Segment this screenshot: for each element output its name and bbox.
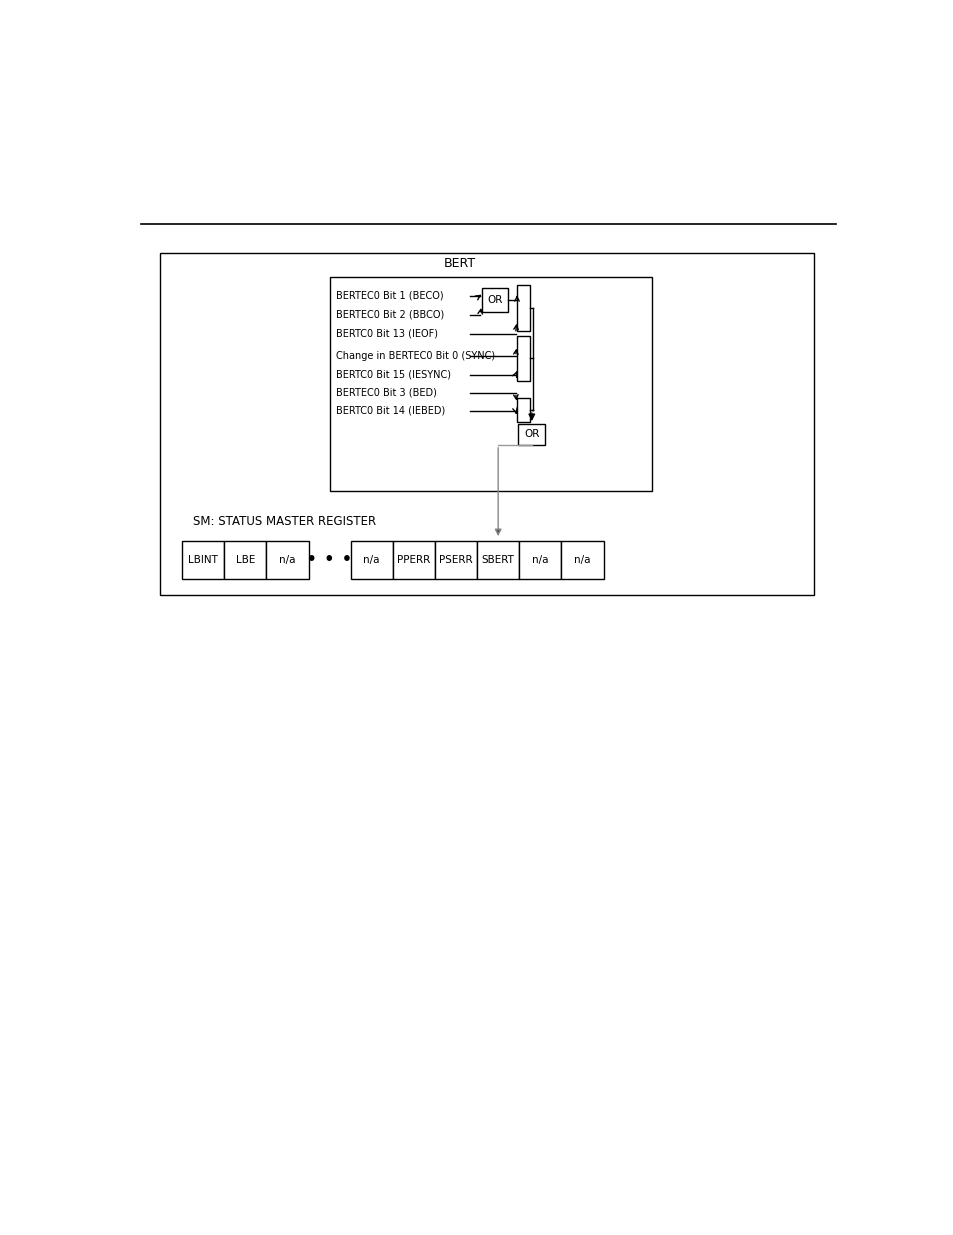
Bar bbox=[476, 541, 518, 579]
Text: BERTEC0 Bit 2 (BBCO): BERTEC0 Bit 2 (BBCO) bbox=[335, 310, 444, 320]
Text: PSERR: PSERR bbox=[438, 555, 473, 564]
Bar bbox=[393, 541, 435, 579]
Bar bbox=[351, 541, 393, 579]
Bar bbox=[517, 285, 530, 331]
Text: BERTEC0 Bit 3 (BED): BERTEC0 Bit 3 (BED) bbox=[335, 388, 436, 398]
Text: OR: OR bbox=[487, 295, 502, 305]
Text: BERT: BERT bbox=[443, 257, 475, 270]
Text: LBE: LBE bbox=[235, 555, 254, 564]
Bar bbox=[481, 288, 508, 311]
Bar bbox=[330, 277, 651, 490]
Text: BERTEC0 Bit 1 (BECO): BERTEC0 Bit 1 (BECO) bbox=[335, 290, 443, 300]
Text: LBINT: LBINT bbox=[188, 555, 218, 564]
Bar bbox=[266, 541, 308, 579]
Bar bbox=[435, 541, 476, 579]
Bar bbox=[224, 541, 266, 579]
Text: BERTC0 Bit 14 (IEBED): BERTC0 Bit 14 (IEBED) bbox=[335, 405, 445, 416]
Text: n/a: n/a bbox=[574, 555, 590, 564]
Text: BERTC0 Bit 13 (IEOF): BERTC0 Bit 13 (IEOF) bbox=[335, 329, 437, 338]
Bar bbox=[517, 336, 530, 382]
Text: SM: STATUS MASTER REGISTER: SM: STATUS MASTER REGISTER bbox=[193, 515, 375, 527]
Bar bbox=[182, 541, 224, 579]
Bar bbox=[560, 541, 603, 579]
Text: OR: OR bbox=[523, 430, 539, 440]
Text: Change in BERTEC0 Bit 0 (SYNC): Change in BERTEC0 Bit 0 (SYNC) bbox=[335, 352, 495, 362]
Bar bbox=[518, 424, 544, 445]
Text: • • •: • • • bbox=[306, 551, 353, 569]
Text: n/a: n/a bbox=[363, 555, 379, 564]
Bar bbox=[518, 541, 560, 579]
Text: n/a: n/a bbox=[532, 555, 548, 564]
Text: n/a: n/a bbox=[279, 555, 295, 564]
Text: SBERT: SBERT bbox=[481, 555, 514, 564]
Text: PPERR: PPERR bbox=[396, 555, 430, 564]
Bar bbox=[517, 399, 530, 422]
Text: BERTC0 Bit 15 (IESYNC): BERTC0 Bit 15 (IESYNC) bbox=[335, 369, 451, 379]
Bar bbox=[160, 253, 813, 595]
